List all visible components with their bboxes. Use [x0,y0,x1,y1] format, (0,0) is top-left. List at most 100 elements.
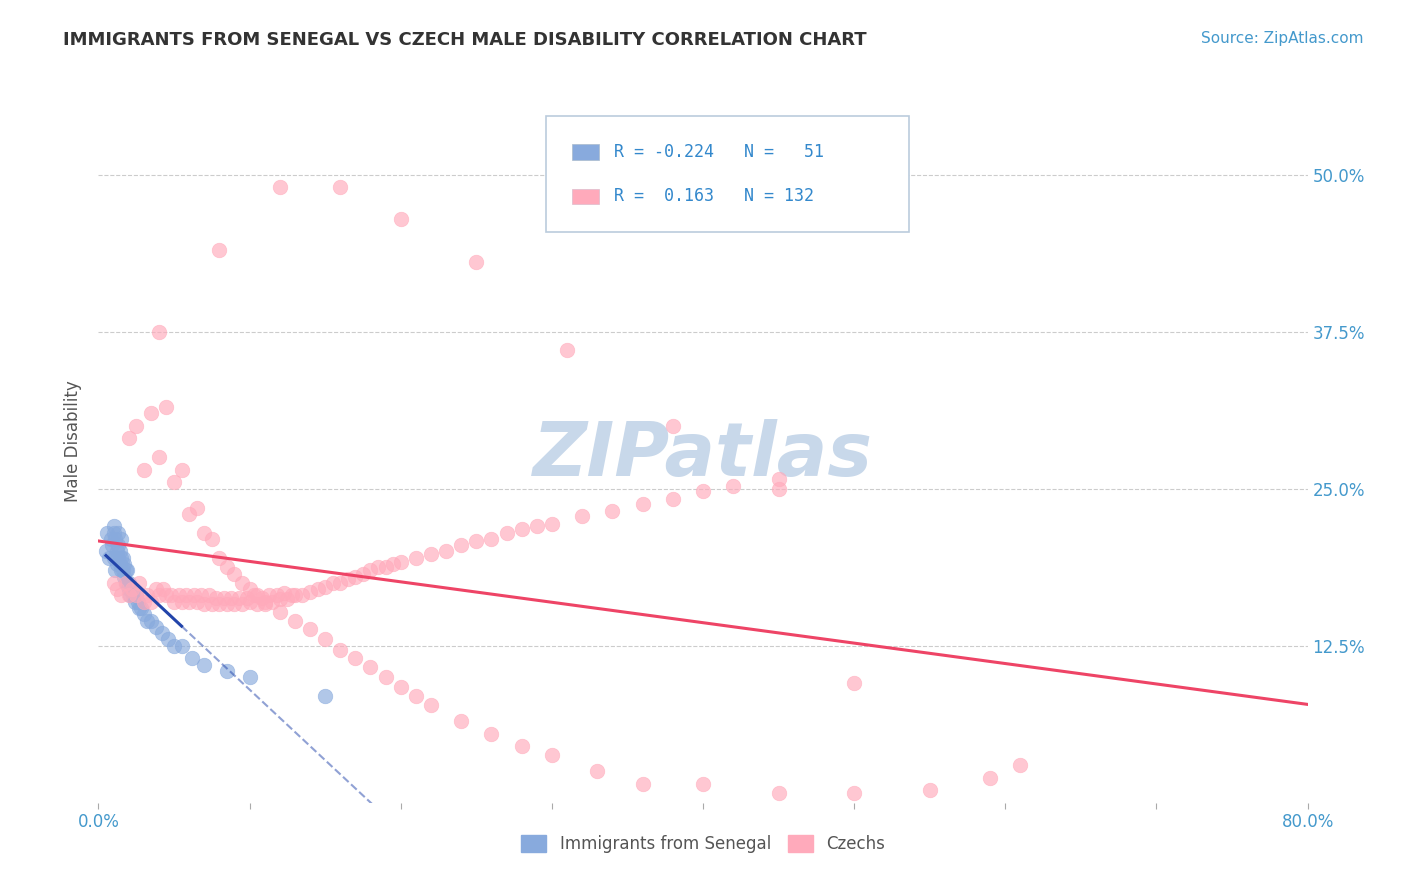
Point [389,680,412,694]
Point [132,607,155,622]
Point [768,472,790,486]
Point [723,479,745,493]
Point [110,532,132,546]
Point [1010,758,1032,772]
Point [336,572,359,586]
Point [692,777,714,791]
Point [434,544,457,558]
Point [322,575,344,590]
Point [107,525,129,540]
Point [495,525,517,540]
Bar [572,144,599,160]
Point [246,597,269,611]
Point [98,550,121,565]
Point [108,557,131,571]
Point [193,525,215,540]
Point [405,550,427,565]
Point [96,525,118,540]
Point [212,591,235,605]
Point [145,582,167,597]
Point [105,582,128,597]
Point [510,739,533,754]
Point [221,591,243,605]
Point [239,582,262,597]
Point [108,544,131,558]
Point [450,538,472,552]
Point [100,532,122,546]
Point [465,255,488,269]
Point [120,589,142,603]
Point [844,786,866,800]
Point [844,676,866,690]
Text: Source: ZipAtlas.com: Source: ZipAtlas.com [1201,31,1364,46]
Point [104,532,127,546]
Point [201,532,224,546]
Point [170,595,193,609]
Point [103,519,125,533]
Point [389,555,412,569]
Point [257,589,280,603]
Point [107,550,129,565]
Point [299,584,322,599]
Point [170,463,193,477]
Point [239,595,262,609]
Point [284,589,307,603]
Text: R =  0.163   N = 132: R = 0.163 N = 132 [613,187,814,205]
Point [205,591,228,605]
Point [167,589,190,603]
Point [465,534,488,549]
Point [197,589,219,603]
Point [420,698,443,712]
Point [276,592,298,607]
Point [571,509,593,524]
Point [253,597,276,611]
Point [215,597,238,611]
Point [186,500,208,515]
Point [118,589,141,603]
Point [152,582,174,597]
Point [450,714,472,728]
Point [156,632,179,647]
Point [266,589,288,603]
Point [329,642,352,657]
Point [555,343,578,358]
Point [250,591,273,605]
Point [174,589,197,603]
Point [918,783,941,797]
Point [183,589,205,603]
Point [243,589,266,603]
Point [269,592,291,607]
Point [631,497,654,511]
Point [125,418,148,433]
Point [208,597,231,611]
Point [122,589,145,603]
Point [291,589,314,603]
Point [228,591,250,605]
Point [112,557,135,571]
Point [155,589,177,603]
Point [128,575,150,590]
Point [253,595,276,609]
Point [141,595,163,609]
Point [768,786,790,800]
Point [661,418,683,433]
Text: IMMIGRANTS FROM SENEGAL VS CZECH MALE DISABILITY CORRELATION CHART: IMMIGRANTS FROM SENEGAL VS CZECH MALE DI… [63,31,868,49]
Point [389,211,412,226]
Point [344,569,367,583]
Point [104,563,127,577]
Point [129,601,152,615]
Point [510,522,533,536]
Point [103,525,125,540]
Point [118,431,141,445]
Point [235,591,257,605]
Point [231,575,253,590]
Point [526,519,548,533]
Point [481,532,503,546]
Point [344,651,367,665]
Point [121,582,143,597]
Point [224,597,246,611]
Text: ZIPatlas: ZIPatlas [533,419,873,492]
Point [367,559,389,574]
Point [111,550,134,565]
Point [127,595,149,609]
